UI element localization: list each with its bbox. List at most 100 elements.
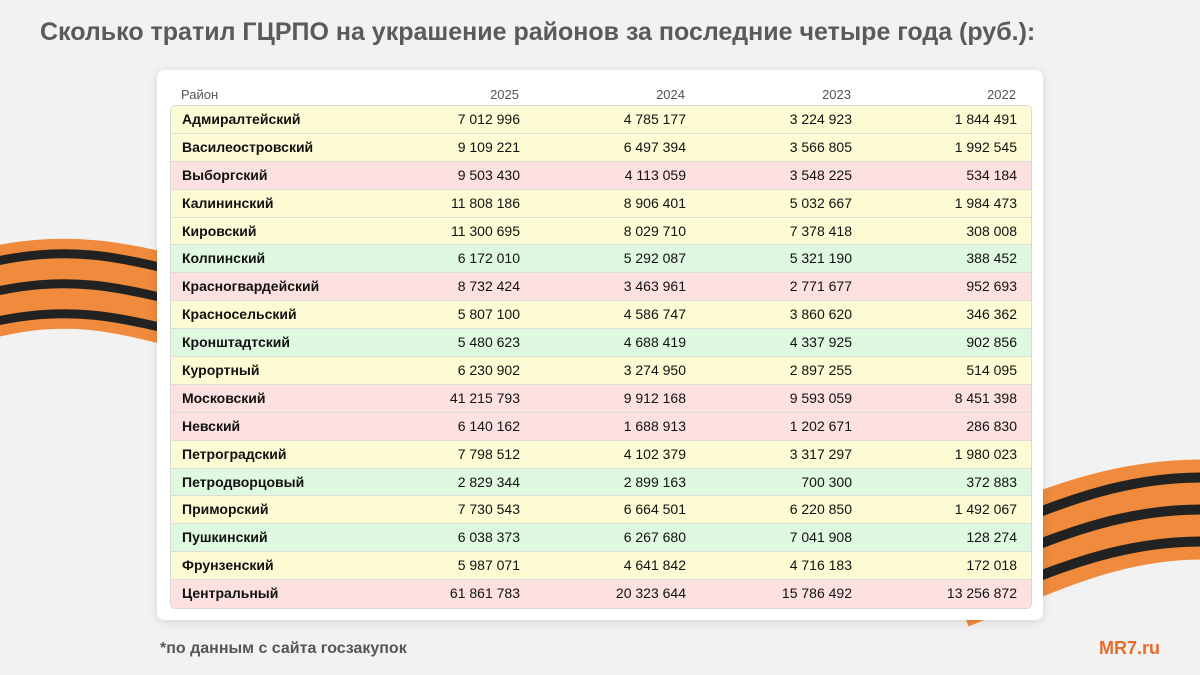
table-row: Колпинский 6 172 010 5 292 087 5 321 190 388… xyxy=(171,245,1031,274)
amount-cell: 11 808 186 xyxy=(450,194,520,211)
amount-cell: 3 274 950 xyxy=(623,362,686,379)
amount-cell: 5 987 071 xyxy=(457,557,520,574)
amount-cell: 6 038 373 xyxy=(457,529,520,546)
amount-cell: 534 184 xyxy=(966,166,1017,183)
table-row: Приморский 7 730 543 6 664 501 6 220 850 1 4… xyxy=(171,496,1031,525)
amount-cell: 8 029 710 xyxy=(623,222,686,239)
amount-cell: 6 497 394 xyxy=(623,138,686,155)
footnote: *по данным с сайта госзакупок xyxy=(160,640,407,657)
amount-cell: 8 451 398 xyxy=(954,389,1017,406)
amount-cell: 4 688 419 xyxy=(623,334,686,351)
amount-cell: 1 980 023 xyxy=(954,445,1017,462)
amount-cell: 8 906 401 xyxy=(623,194,686,211)
header-cell: Район xyxy=(181,87,219,102)
amount-cell: 7 730 543 xyxy=(457,501,520,518)
amount-cell: 4 641 842 xyxy=(623,557,686,574)
table-row: Адмиралтейский 7 012 996 4 785 177 3 224 92… xyxy=(171,106,1031,134)
amount-cell: 3 548 225 xyxy=(789,166,852,183)
table-row: Курортный 6 230 902 3 274 950 2 897 255 514 … xyxy=(171,357,1031,385)
amount-cell: 3 317 297 xyxy=(789,445,852,462)
header-cell: 2022 xyxy=(987,87,1016,102)
district-name: Курортный xyxy=(182,362,260,379)
header-cell: 2024 xyxy=(656,87,685,102)
amount-cell: 8 732 424 xyxy=(457,278,520,295)
amount-cell: 372 883 xyxy=(966,473,1017,490)
amount-cell: 9 109 221 xyxy=(457,138,520,155)
amount-cell: 3 224 923 xyxy=(789,111,852,127)
amount-cell: 286 830 xyxy=(966,417,1017,434)
amount-cell: 4 337 925 xyxy=(789,334,852,351)
amount-cell: 346 362 xyxy=(966,306,1017,323)
amount-cell: 4 586 747 xyxy=(623,306,686,323)
table-row: Невский 6 140 162 1 688 913 1 202 671 286 83… xyxy=(171,412,1031,441)
amount-cell: 514 095 xyxy=(966,362,1017,379)
table-row: Московский 41 215 793 9 912 168 9 593 059 8 … xyxy=(171,384,1031,413)
district-name: Адмиралтейский xyxy=(182,111,301,127)
amount-cell: 6 267 680 xyxy=(623,529,686,546)
district-name: Приморский xyxy=(182,501,269,518)
amount-cell: 9 503 430 xyxy=(457,166,520,183)
amount-cell: 1 492 067 xyxy=(954,501,1017,518)
district-name: Кронштадтский xyxy=(182,334,290,351)
table-row: Фрунзенский 5 987 071 4 641 842 4 716 183 17… xyxy=(171,552,1031,581)
district-name: Красносельский xyxy=(182,306,297,323)
amount-cell: 13 256 872 xyxy=(946,585,1017,602)
amount-cell: 4 785 177 xyxy=(623,111,686,127)
amount-cell: 128 274 xyxy=(966,529,1017,546)
amount-cell: 7 798 512 xyxy=(457,445,520,462)
amount-cell: 308 008 xyxy=(966,222,1017,239)
title: Сколько тратил ГЦРПО на украшение районо… xyxy=(40,18,1036,46)
amount-cell: 952 693 xyxy=(966,278,1017,295)
amount-cell: 4 102 379 xyxy=(623,445,686,462)
district-name: Центральный xyxy=(182,585,279,602)
table-row: Красногвардейский 8 732 424 3 463 961 2 771… xyxy=(171,273,1031,302)
amount-cell: 1 202 671 xyxy=(789,417,852,434)
table-row: Выборгский 9 503 430 4 113 059 3 548 225 534… xyxy=(171,161,1031,190)
table-row: Василеостровский 9 109 221 6 497 394 3 566 … xyxy=(171,133,1031,162)
district-name: Пушкинский xyxy=(182,529,268,546)
header-cell: 2023 xyxy=(822,87,851,102)
amount-cell: 5 807 100 xyxy=(457,306,520,323)
amount-cell: 9 593 059 xyxy=(789,389,852,406)
amount-cell: 4 113 059 xyxy=(624,166,686,183)
amount-cell: 6 230 902 xyxy=(457,362,520,379)
amount-cell: 3 566 805 xyxy=(789,138,852,155)
amount-cell: 6 220 850 xyxy=(789,501,852,518)
table-body: Адмиралтейский 7 012 996 4 785 177 3 224 92… xyxy=(170,105,1032,610)
district-name: Московский xyxy=(182,389,266,406)
table-header: Район 2025 2024 2023 2022 xyxy=(170,86,1030,104)
amount-cell: 6 140 162 xyxy=(457,417,520,434)
amount-cell: 1 844 491 xyxy=(954,111,1017,127)
amount-cell: 6 172 010 xyxy=(457,250,520,267)
amount-cell: 4 716 183 xyxy=(789,557,852,574)
table-row: Калининский 11 808 186 8 906 401 5 032 667 1… xyxy=(171,189,1031,218)
district-name: Выборгский xyxy=(182,166,268,183)
amount-cell: 7 378 418 xyxy=(789,222,852,239)
district-name: Колпинский xyxy=(182,250,266,267)
amount-cell: 61 861 783 xyxy=(449,585,520,602)
amount-cell: 11 300 695 xyxy=(450,222,520,239)
amount-cell: 2 829 344 xyxy=(457,473,520,490)
amount-cell: 5 292 087 xyxy=(623,250,686,267)
amount-cell: 2 899 163 xyxy=(623,473,686,490)
table-row: Петродворцовый 2 829 344 2 899 163 700 300 3… xyxy=(171,468,1031,497)
district-name: Невский xyxy=(182,417,241,434)
amount-cell: 1 688 913 xyxy=(623,417,686,434)
amount-cell: 7 041 908 xyxy=(789,529,852,546)
amount-cell: 9 912 168 xyxy=(623,389,686,406)
amount-cell: 15 786 492 xyxy=(781,585,852,602)
district-name: Петроградский xyxy=(182,445,287,462)
amount-cell: 2 897 255 xyxy=(789,362,852,379)
amount-cell: 700 300 xyxy=(801,473,852,490)
amount-cell: 5 032 667 xyxy=(789,194,852,211)
amount-cell: 5 321 190 xyxy=(789,250,852,267)
table-row: Красносельский 5 807 100 4 586 747 3 860 62… xyxy=(171,301,1031,330)
amount-cell: 172 018 xyxy=(966,557,1017,574)
amount-cell: 388 452 xyxy=(966,250,1017,267)
amount-cell: 20 323 644 xyxy=(615,585,686,602)
amount-cell: 6 664 501 xyxy=(623,501,686,518)
district-name: Кировский xyxy=(182,222,257,239)
table-row: Петроградский 7 798 512 4 102 379 3 317 297… xyxy=(171,440,1031,469)
amount-cell: 5 480 623 xyxy=(457,334,520,351)
